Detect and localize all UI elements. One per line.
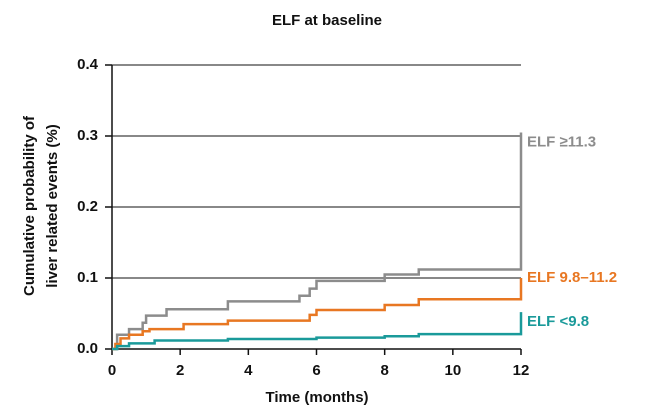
x-tick-label: 0 (108, 362, 116, 379)
step-line (112, 312, 523, 351)
step-line (112, 278, 523, 351)
chart-title: ELF at baseline (272, 12, 382, 29)
legend-label: ELF 9.8–11.2 (527, 269, 617, 286)
x-tick-label: 10 (444, 362, 461, 379)
y-tick-label: 0.2 (77, 198, 98, 215)
x-axis-label: Time (months) (265, 389, 368, 406)
y-tick-label: 0.1 (77, 269, 98, 286)
legend-label: ELF ≥11.3 (527, 133, 596, 150)
x-tick-label: 12 (513, 362, 530, 379)
y-tick-label: 0.0 (77, 340, 98, 357)
y-axis-label: Cumulative probability of (21, 115, 38, 296)
legend-label: ELF <9.8 (527, 313, 589, 330)
y-tick-label: 0.4 (77, 56, 99, 73)
x-tick-label: 6 (312, 362, 320, 379)
x-tick-label: 8 (380, 362, 388, 379)
x-tick-label: 2 (176, 362, 184, 379)
x-tick-label: 4 (244, 362, 253, 379)
y-axis-label: liver related events (%) (44, 124, 61, 287)
y-tick-label: 0.3 (77, 127, 98, 144)
step-line (112, 132, 523, 351)
